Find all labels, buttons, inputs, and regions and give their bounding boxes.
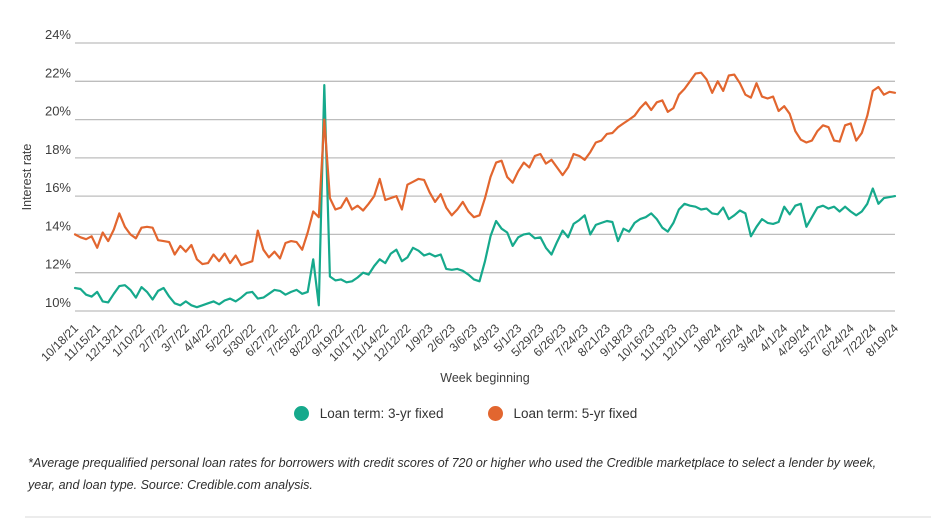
legend-dot-5yr-icon xyxy=(487,406,503,421)
y-tick-label: 12% xyxy=(45,257,71,272)
gridlines xyxy=(75,42,895,312)
y-tick-label: 18% xyxy=(45,142,71,157)
series-lines xyxy=(73,71,897,309)
y-axis-tick-labels: 24% 22% 20% 18% 16% 14% 12% 10% xyxy=(45,27,71,310)
legend-label-5yr: Loan term: 5-yr fixed xyxy=(513,406,638,421)
y-tick-label: 10% xyxy=(45,295,71,310)
x-axis-title: Week beginning xyxy=(440,371,529,385)
interest-rate-line-chart: 24% 22% 20% 18% 16% 14% 12% 10% 10/18/2111/15/2… xyxy=(20,27,901,385)
y-tick-label: 24% xyxy=(45,27,71,42)
footnote: *Average prequalified personal loan rate… xyxy=(28,456,877,492)
y-tick-label: 22% xyxy=(45,65,71,80)
y-tick-label: 16% xyxy=(45,180,71,195)
legend-label-3yr: Loan term: 3-yr fixed xyxy=(319,406,444,421)
series-line-3yr-fixed xyxy=(73,83,897,309)
y-tick-label: 14% xyxy=(45,218,71,233)
legend-item-3yr: Loan term: 3-yr fixed xyxy=(293,406,444,421)
y-tick-label: 20% xyxy=(45,104,71,119)
series-line-5yr-fixed xyxy=(73,71,897,267)
bottom-divider xyxy=(25,516,931,518)
legend-dot-3yr-icon xyxy=(293,406,309,421)
x-axis-tick-labels: 10/18/2111/15/2112/13/211/10/222/7/223/7… xyxy=(38,321,901,364)
y-axis-title: Interest rate xyxy=(20,144,34,211)
legend-item-5yr: Loan term: 5-yr fixed xyxy=(487,406,638,421)
legend: Loan term: 3-yr fixed Loan term: 5-yr fi… xyxy=(0,406,931,421)
